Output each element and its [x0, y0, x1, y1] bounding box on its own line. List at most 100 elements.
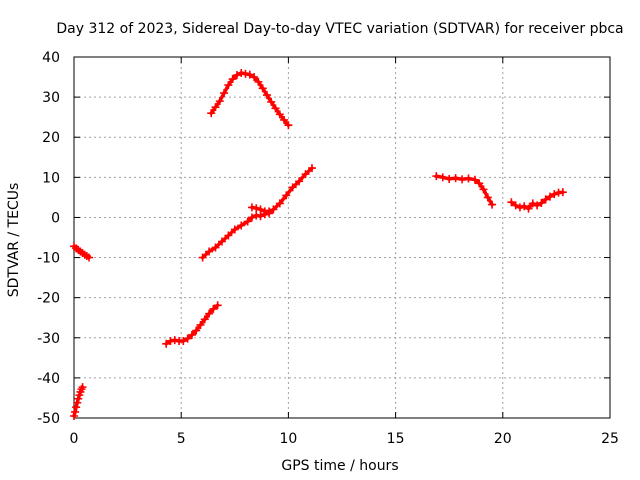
data-point	[432, 172, 441, 181]
data-point	[507, 198, 516, 207]
data-point	[252, 204, 261, 213]
data-point	[166, 336, 175, 345]
data-point	[545, 192, 554, 201]
data-point	[265, 207, 274, 216]
tick-labels: 0 5 10 15 20 25 -50 -40 -30 -20 -10 0 10 20 30 40	[37, 50, 619, 447]
data-point	[183, 334, 192, 343]
data-point	[275, 110, 284, 119]
data-point	[451, 174, 460, 183]
data-point	[262, 91, 271, 100]
y-tick-label: 10	[42, 170, 60, 186]
data-point	[537, 199, 546, 208]
x-axis-label: GPS time / hours	[281, 458, 398, 474]
data-point	[78, 383, 87, 392]
series-arc-8	[507, 188, 567, 213]
series-trace	[209, 71, 291, 127]
data-point	[192, 326, 201, 335]
data-point	[483, 193, 492, 202]
data-point	[217, 237, 226, 246]
data-point	[211, 243, 220, 252]
series-arc-7	[432, 172, 497, 209]
y-tick-label: -30	[37, 331, 60, 347]
data-point	[511, 201, 520, 210]
data-point	[271, 104, 280, 113]
data-point	[301, 170, 310, 179]
data-point	[550, 190, 559, 199]
data-point	[541, 195, 550, 204]
x-tick-label: 10	[279, 431, 297, 447]
plot-frame	[73, 56, 611, 419]
data-point	[71, 407, 80, 416]
y-axis-label: SDTVAR / TECUs	[6, 183, 22, 298]
data-point	[209, 304, 218, 313]
data-point	[187, 330, 196, 339]
data-point	[198, 253, 207, 262]
y-tick-label: -50	[37, 411, 60, 427]
x-tick-label: 20	[494, 431, 512, 447]
data-point	[470, 175, 479, 184]
data-series	[70, 69, 567, 420]
series-arc-5	[247, 203, 274, 216]
y-tick-label: 20	[42, 130, 60, 146]
data-point	[179, 336, 188, 345]
y-tick-label: -20	[37, 291, 60, 307]
data-point	[275, 199, 284, 208]
data-point	[282, 191, 291, 200]
data-point	[280, 115, 289, 124]
series-arc-2	[70, 242, 94, 262]
data-point	[85, 253, 94, 262]
data-point	[475, 179, 484, 188]
series-arc-3	[162, 301, 222, 348]
data-point	[247, 213, 256, 222]
series-arc-1	[70, 383, 87, 420]
data-point	[247, 203, 256, 212]
data-point	[267, 97, 276, 106]
data-point	[170, 336, 179, 345]
series-arc-6	[207, 69, 293, 130]
data-point	[237, 221, 246, 230]
y-tick-label: 30	[42, 90, 60, 106]
data-point	[256, 205, 265, 214]
data-point	[220, 89, 229, 98]
y-tick-label: -40	[37, 371, 60, 387]
data-point	[479, 185, 488, 194]
data-point	[295, 177, 304, 186]
data-point	[256, 212, 265, 221]
data-point	[515, 203, 524, 212]
data-point	[533, 201, 542, 210]
data-point	[213, 301, 222, 310]
data-point	[237, 69, 246, 78]
data-point	[211, 103, 220, 112]
grid-lines	[74, 57, 610, 418]
data-point	[232, 71, 241, 80]
data-point	[252, 211, 261, 220]
chart-title: Day 312 of 2023, Sidereal Day-to-day VTE…	[56, 21, 623, 37]
data-point	[215, 97, 224, 106]
data-point	[196, 320, 205, 329]
axis-ticks	[73, 56, 611, 419]
x-tick-label: 0	[70, 431, 79, 447]
data-point	[74, 394, 83, 403]
data-point	[205, 247, 214, 256]
data-point	[200, 315, 209, 324]
y-tick-label: -10	[37, 251, 60, 267]
data-point	[228, 75, 237, 84]
y-tick-label: 40	[42, 50, 60, 66]
data-point	[245, 70, 254, 79]
data-point	[254, 77, 263, 86]
data-point	[258, 84, 267, 93]
x-tick-label: 15	[387, 431, 405, 447]
data-point	[558, 188, 567, 197]
data-point	[241, 69, 250, 78]
data-point	[72, 403, 81, 412]
data-point	[162, 339, 171, 348]
data-point	[70, 411, 78, 420]
data-point	[224, 81, 233, 90]
data-point	[288, 183, 297, 192]
data-point	[528, 199, 537, 208]
data-point	[230, 225, 239, 234]
data-point	[243, 217, 252, 226]
series-arc-4	[198, 164, 316, 262]
data-point	[284, 121, 293, 130]
